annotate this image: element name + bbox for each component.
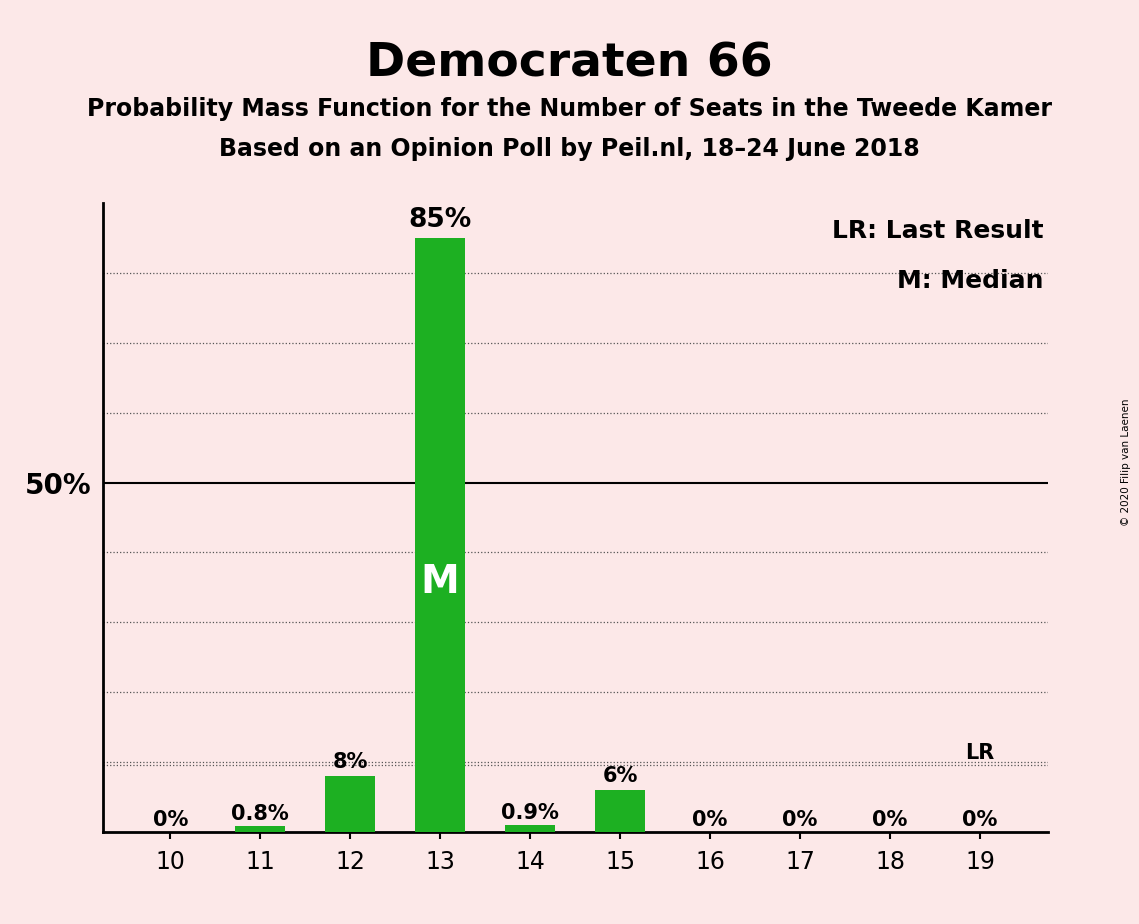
Bar: [506, 825, 555, 832]
Text: 0%: 0%: [962, 809, 998, 830]
Text: 6%: 6%: [603, 766, 638, 786]
Text: M: M: [420, 564, 459, 602]
Text: 0%: 0%: [153, 809, 188, 830]
Text: 8%: 8%: [333, 752, 368, 772]
Text: 0%: 0%: [693, 809, 728, 830]
Text: Democraten 66: Democraten 66: [366, 42, 773, 87]
Text: Probability Mass Function for the Number of Seats in the Tweede Kamer: Probability Mass Function for the Number…: [87, 97, 1052, 121]
Bar: [416, 238, 465, 832]
Text: 85%: 85%: [409, 207, 472, 233]
Text: 0%: 0%: [872, 809, 908, 830]
Text: M: Median: M: Median: [896, 269, 1043, 293]
Text: Based on an Opinion Poll by Peil.nl, 18–24 June 2018: Based on an Opinion Poll by Peil.nl, 18–…: [219, 137, 920, 161]
Bar: [596, 790, 645, 832]
Text: 0.8%: 0.8%: [231, 804, 289, 824]
Text: © 2020 Filip van Laenen: © 2020 Filip van Laenen: [1121, 398, 1131, 526]
Text: 0.9%: 0.9%: [501, 803, 559, 823]
Bar: [236, 826, 285, 832]
Text: LR: LR: [966, 743, 994, 763]
Text: 0%: 0%: [782, 809, 818, 830]
Text: LR: Last Result: LR: Last Result: [831, 219, 1043, 243]
Bar: [326, 776, 375, 832]
